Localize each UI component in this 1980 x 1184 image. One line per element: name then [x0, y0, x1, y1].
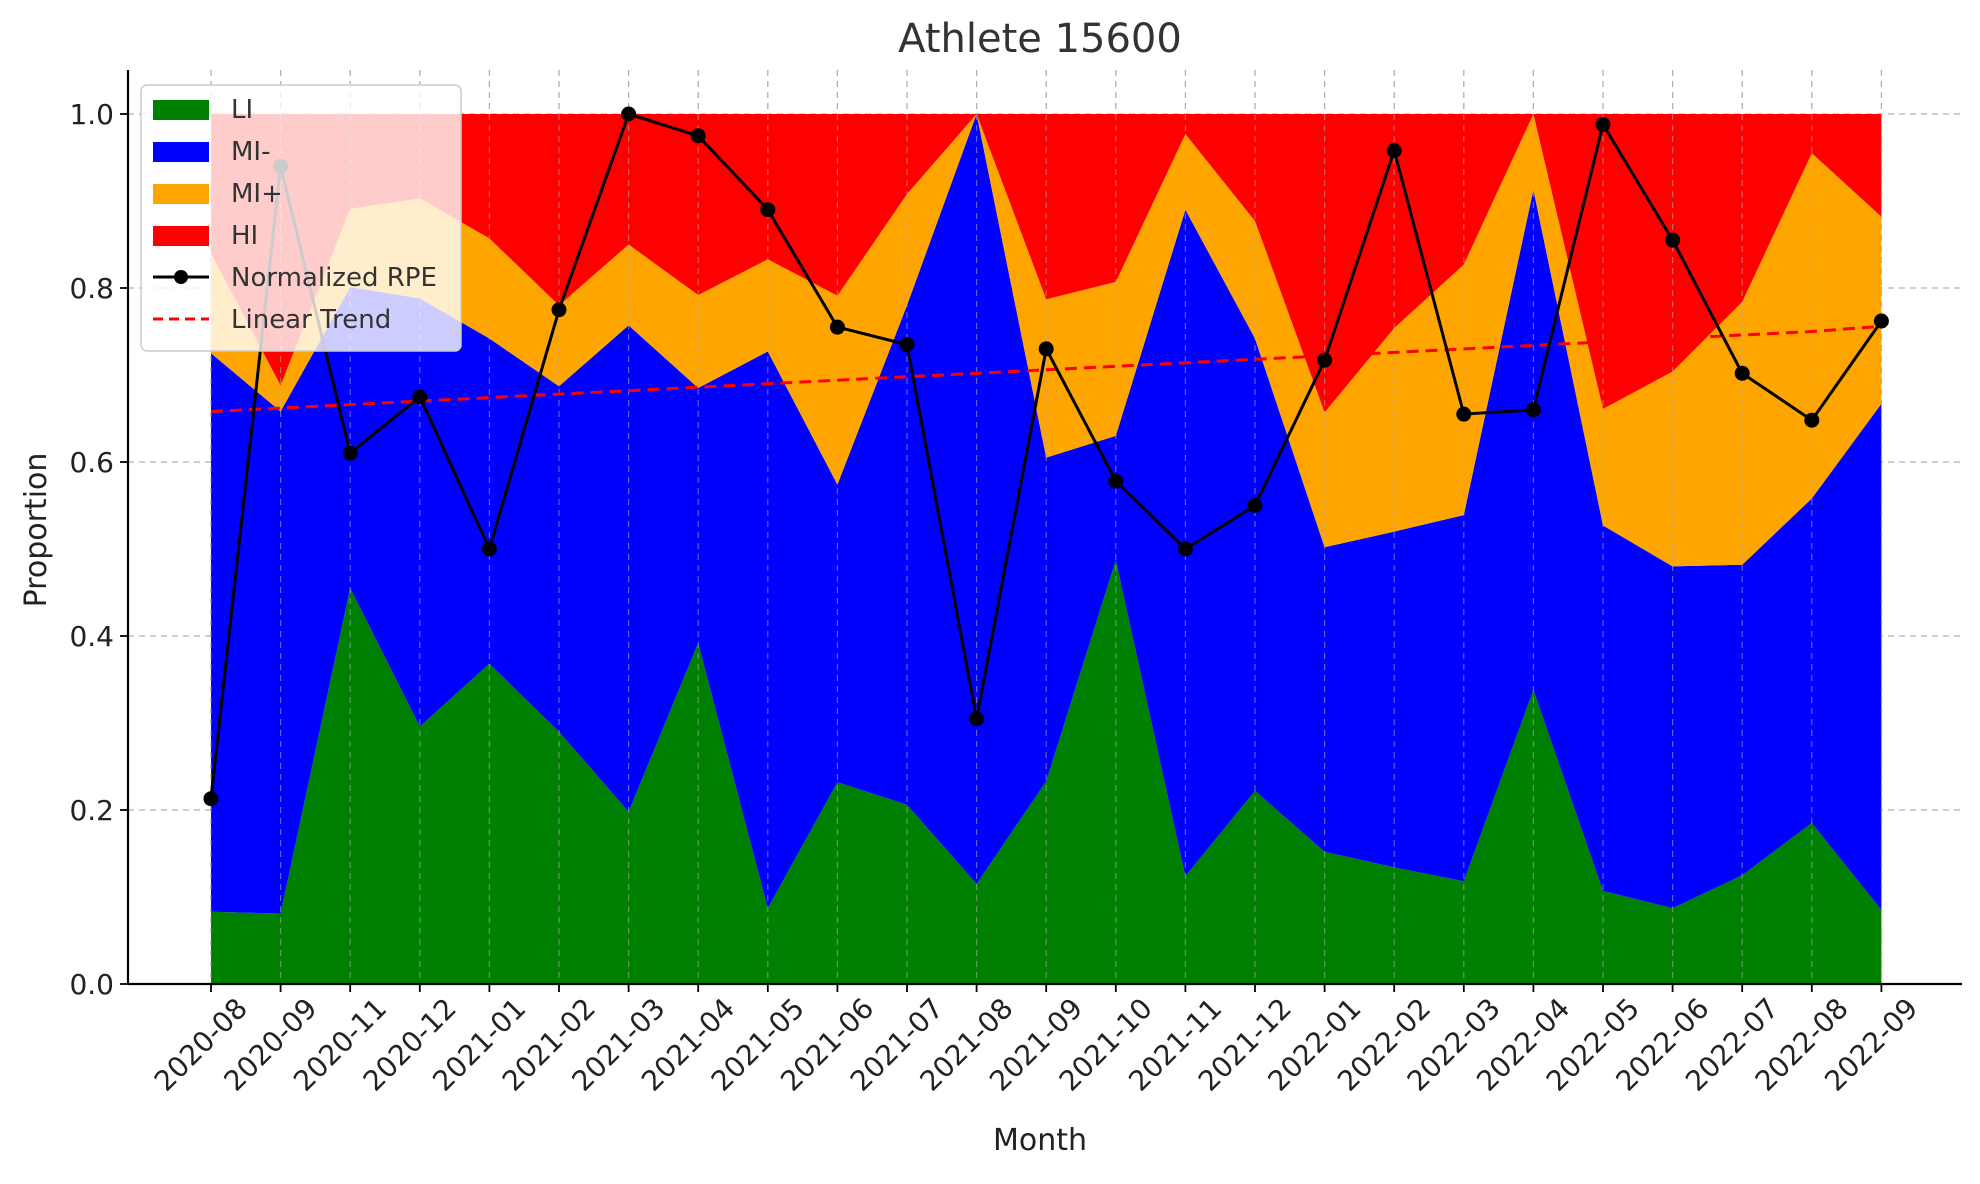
grid-overlay — [210, 70, 1883, 984]
legend-swatch — [153, 184, 209, 204]
y-tick-label: 1.0 — [69, 98, 114, 131]
trend-layer — [210, 324, 1882, 413]
rpe-point — [1873, 313, 1889, 329]
rpe-point — [1317, 352, 1333, 368]
y-tick-label: 0.8 — [69, 272, 114, 305]
legend-swatch — [153, 226, 209, 246]
rpe-point — [899, 337, 915, 353]
legend-label: HI — [231, 221, 258, 251]
rpe-point — [481, 541, 497, 557]
rpe-point — [690, 128, 706, 144]
legend-swatch — [153, 100, 209, 120]
area-mi — [211, 114, 1882, 567]
x-axis-label: Month — [993, 1123, 1087, 1158]
rpe-point — [551, 302, 567, 318]
rpe-point — [1386, 143, 1402, 159]
rpe-point — [969, 711, 985, 727]
rpe-layer — [203, 106, 1889, 807]
rpe-point — [621, 106, 637, 122]
legend-entry-hi: HI — [153, 221, 258, 251]
rpe-point — [1525, 402, 1541, 418]
legend-marker — [174, 270, 188, 284]
line-linear-trend — [210, 324, 1882, 413]
y-tick-label: 0.4 — [69, 620, 114, 653]
legend-entry-normalized-rpe: Normalized RPE — [153, 263, 437, 293]
legend-box — [140, 84, 462, 352]
rpe-point — [1734, 365, 1750, 381]
legend-entry-mi: MI- — [153, 137, 270, 167]
rpe-point — [1456, 406, 1472, 422]
rpe-point — [1595, 116, 1611, 132]
rpe-point — [1665, 232, 1681, 248]
area-hi — [211, 114, 1882, 413]
rpe-point — [829, 319, 845, 335]
rpe-point — [1247, 498, 1263, 513]
axis-layer — [120, 70, 1962, 992]
legend-label: Linear Trend — [231, 305, 391, 335]
y-axis-label: Proportion — [19, 453, 54, 608]
legend-label: Normalized RPE — [231, 263, 437, 293]
rpe-point — [342, 445, 358, 461]
legend-label: LI — [231, 95, 253, 125]
legend-label: MI+ — [231, 179, 283, 209]
rpe-point — [1177, 541, 1193, 557]
rpe-point — [203, 791, 219, 807]
rpe-point — [1038, 341, 1054, 357]
legend-entry-linear-trend: Linear Trend — [153, 305, 391, 335]
legend-label: MI- — [231, 137, 270, 167]
y-tick-label: 0.2 — [69, 794, 114, 827]
rpe-point — [760, 202, 776, 218]
y-tick-label: 0.6 — [69, 446, 114, 479]
rpe-point — [1108, 473, 1124, 489]
legend-swatch — [153, 142, 209, 162]
rpe-point — [412, 389, 428, 405]
legend-entry-li: LI — [153, 95, 253, 125]
y-tick-label: 0.0 — [69, 968, 114, 1001]
chart-title: Athlete 15600 — [898, 16, 1182, 62]
legend: LI MI- MI+ HI Normalized RPE Linear Trend — [140, 84, 462, 352]
legend-entry-mi: MI+ — [153, 179, 283, 209]
rpe-point — [1804, 412, 1820, 428]
